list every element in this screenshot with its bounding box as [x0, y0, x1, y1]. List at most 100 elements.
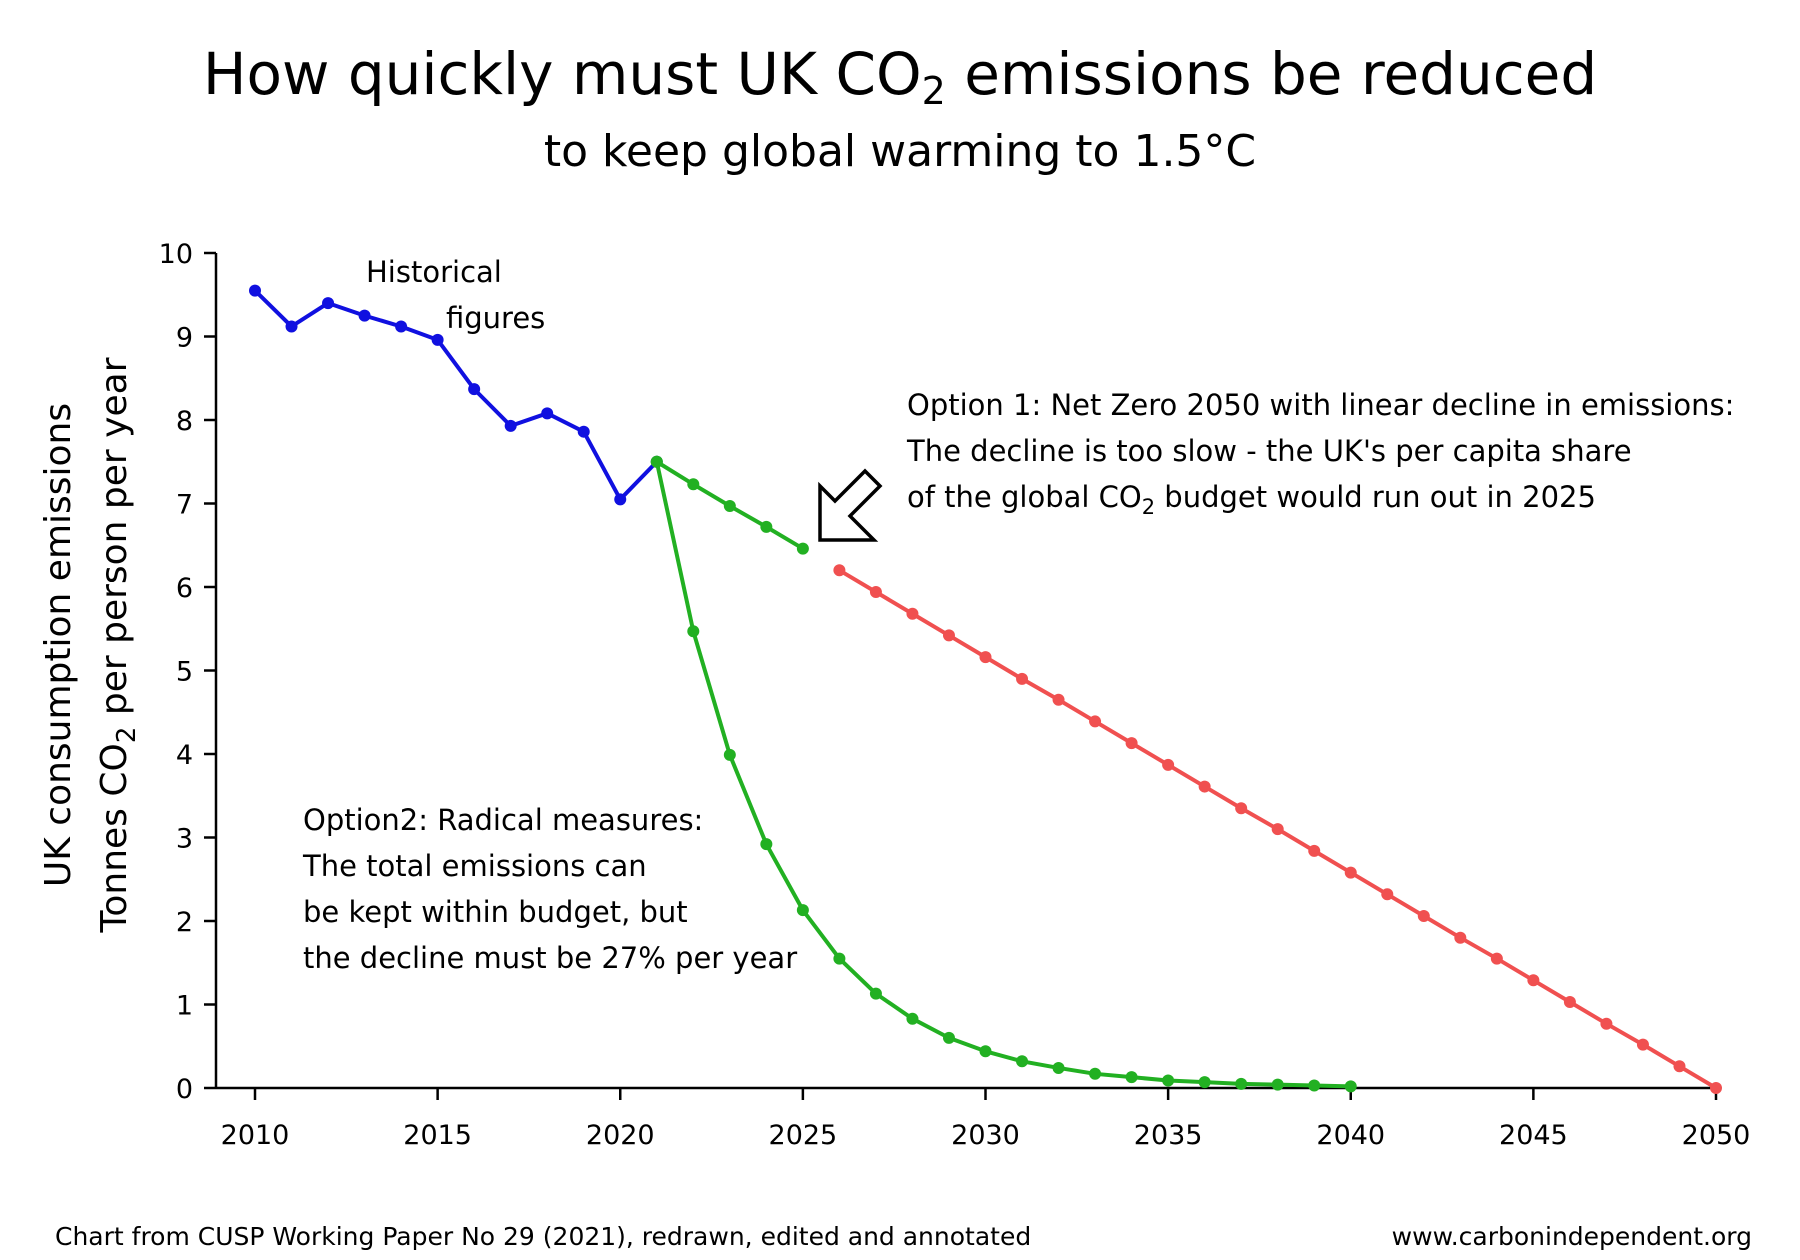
title-rest: emissions be reduced [946, 40, 1597, 108]
annotation-option1: Option 1: Net Zero 2050 with linear decl… [906, 388, 1734, 519]
y-axis-label: UK consumption emissions Tonnes CO2 per … [38, 357, 142, 933]
x-tick-label: 2050 [1682, 1120, 1751, 1151]
data-point [760, 520, 773, 533]
annotation-option2-line3: be kept within budget, but [303, 895, 688, 929]
data-point [979, 1045, 992, 1058]
x-tick-label: 2020 [586, 1120, 655, 1151]
x-ticks: 2010 2015 2020 2025 2030 2035 2040 2045 2050 [221, 1088, 1751, 1151]
y-axis-label-line1: UK consumption emissions [38, 403, 79, 887]
y-tick-label: 10 [159, 239, 193, 270]
data-point [358, 309, 371, 322]
data-point [1271, 1078, 1284, 1091]
data-point [796, 542, 809, 555]
annotation-option2-line2: The total emissions can [302, 849, 647, 883]
y-tick-label: 2 [176, 907, 193, 938]
data-point [833, 564, 846, 577]
data-point [1052, 693, 1065, 706]
data-point [1636, 1038, 1649, 1051]
footer-source: Chart from CUSP Working Paper No 29 (202… [55, 1222, 1031, 1251]
x-tick-label: 2025 [769, 1120, 838, 1151]
data-point [906, 1012, 919, 1025]
y-tick-label: 6 [176, 573, 193, 604]
y-tick-label: 9 [176, 323, 193, 354]
data-point [1089, 1067, 1102, 1080]
data-point [833, 952, 846, 965]
data-point [431, 333, 444, 346]
title-main: How quickly must UK CO [203, 40, 922, 108]
x-tick-label: 2015 [403, 1120, 472, 1151]
data-point [504, 419, 517, 432]
series-4 [650, 455, 1357, 1093]
data-point [468, 383, 481, 396]
annotation-historical-line1: Historical [366, 255, 502, 289]
annotation-historical-line2: figures [446, 301, 545, 335]
data-point [1016, 672, 1029, 685]
data-point [760, 838, 773, 851]
annotation-option2: Option2: Radical measures: The total emi… [302, 803, 797, 975]
data-point [1235, 1077, 1248, 1090]
x-tick-label: 2030 [951, 1120, 1020, 1151]
data-point [869, 586, 882, 599]
series-3 [833, 564, 1722, 1094]
y-ticks: 0 1 2 3 4 5 6 7 8 9 10 [159, 239, 216, 1105]
data-point [1162, 758, 1175, 771]
chart-subtitle: to keep global warming to 1.5°C [544, 126, 1256, 177]
data-point [541, 407, 554, 420]
y-axis-label-line2: Tonnes CO2 per person per year [94, 357, 142, 933]
x-tick-label: 2010 [221, 1120, 290, 1151]
y-tick-label: 4 [176, 740, 193, 771]
y-tick-label: 0 [176, 1074, 193, 1105]
data-point [1125, 737, 1138, 750]
data-point [1417, 909, 1430, 922]
data-point [906, 607, 919, 620]
data-point [577, 425, 590, 438]
y-tick-label: 1 [176, 991, 193, 1022]
data-point [1673, 1060, 1686, 1073]
data-point [1563, 995, 1576, 1008]
data-point [1600, 1017, 1613, 1030]
data-point [1162, 1074, 1175, 1087]
data-point [979, 651, 992, 664]
data-point [614, 493, 627, 506]
data-point [1308, 844, 1321, 857]
data-point [1710, 1082, 1722, 1094]
data-point [1052, 1061, 1065, 1074]
data-point [869, 987, 882, 1000]
data-point [1235, 802, 1248, 815]
annotation-option2-line1: Option2: Radical measures: [303, 803, 703, 837]
annotation-historical: Historical figures [366, 255, 545, 335]
arrow-icon [818, 468, 883, 542]
series-line [654, 461, 1351, 1089]
data-point [1198, 1076, 1211, 1089]
data-point [1344, 1080, 1357, 1093]
data-point [249, 284, 261, 297]
data-point [1344, 866, 1357, 879]
data-point [1016, 1055, 1029, 1068]
data-point [1381, 888, 1394, 901]
x-tick-label: 2045 [1499, 1120, 1568, 1151]
y-tick-label: 8 [176, 406, 193, 437]
data-point [687, 625, 700, 638]
data-point [687, 478, 700, 491]
data-point [942, 629, 955, 642]
data-point [1271, 823, 1284, 836]
data-point [1125, 1071, 1138, 1084]
data-point [1454, 931, 1467, 944]
data-point [723, 748, 736, 761]
data-point [1490, 952, 1503, 965]
data-point [1198, 780, 1211, 793]
series-1 [249, 284, 663, 506]
series-layer [249, 284, 1722, 1094]
y-tick-label: 5 [176, 657, 193, 688]
annotation-option1-line2: The decline is too slow - the UK's per c… [906, 434, 1632, 468]
data-point [650, 455, 663, 468]
data-point [395, 320, 408, 333]
y-tick-label: 7 [176, 490, 193, 521]
title-subscript: 2 [922, 69, 946, 113]
data-point [723, 500, 736, 513]
data-point [1089, 715, 1102, 728]
data-point [285, 320, 298, 333]
footer-website: www.carbonindependent.org [1392, 1222, 1752, 1251]
x-tick-label: 2040 [1316, 1120, 1385, 1151]
